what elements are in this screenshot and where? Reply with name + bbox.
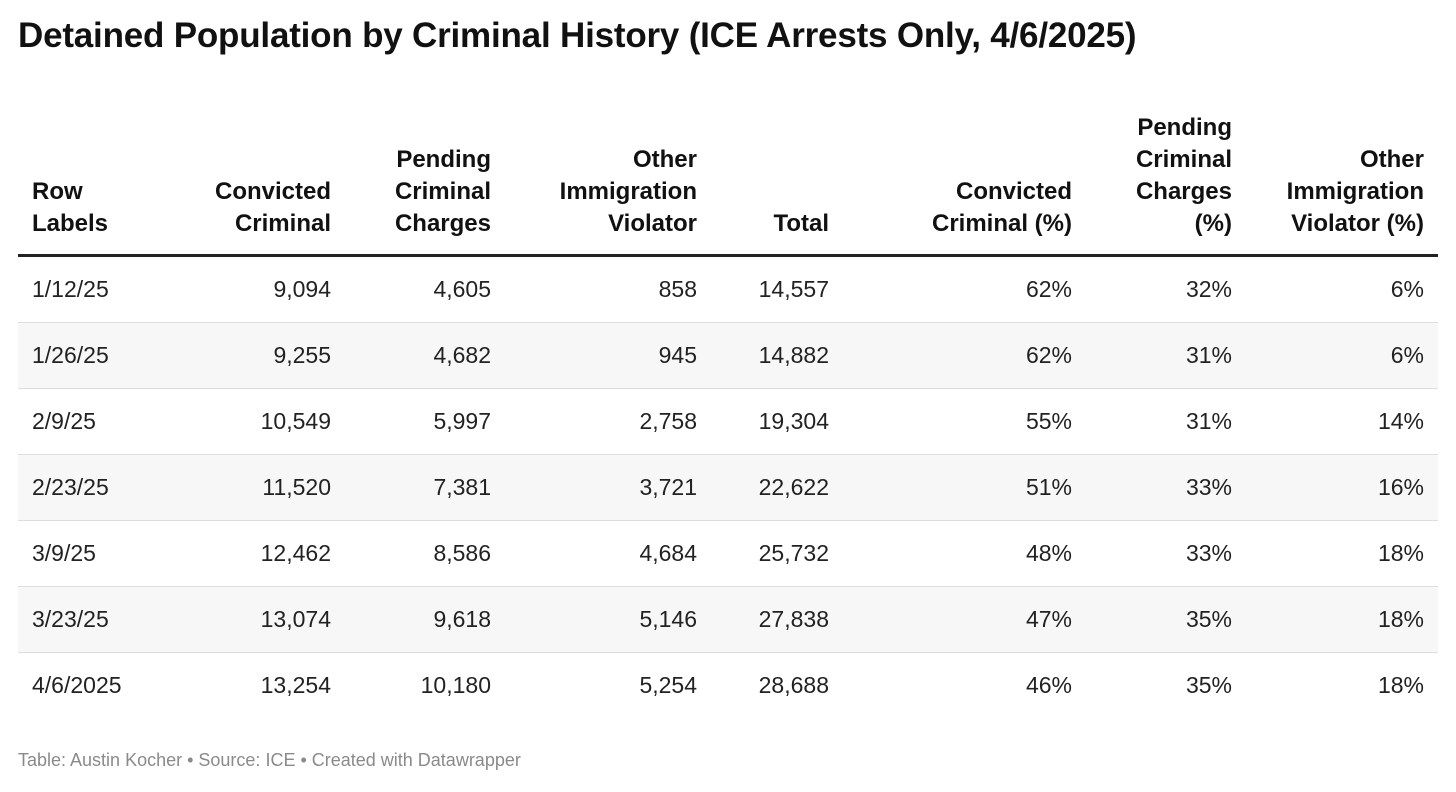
row-label-cell: 2/9/25 — [18, 388, 163, 455]
table-cell: 48% — [829, 520, 1072, 587]
data-table-container: Row Labels Convicted Criminal Pending Crimina… — [18, 112, 1438, 718]
table-cell: 51% — [829, 454, 1072, 521]
header-pending-criminal-charges-pct: Pending Criminal Charges (%) — [1072, 112, 1232, 257]
header-text-line: Charges — [1135, 178, 1232, 205]
table-cell: 13,074 — [163, 586, 331, 653]
table-footer-credits: Table: Austin Kocher • Source: ICE • Cre… — [18, 750, 521, 770]
header-total: Total — [697, 112, 829, 257]
table-cell: 4,605 — [331, 255, 491, 323]
header-text-line: Convicted — [955, 178, 1072, 205]
table-cell: 5,254 — [639, 672, 697, 698]
header-text-line: Violator (%) — [1291, 210, 1424, 237]
table-cell: 18% — [1232, 586, 1438, 653]
table-cell: 14% — [1232, 388, 1438, 455]
table-cell: 945 — [491, 322, 697, 389]
table-row: 2/9/25 10,549 5,997 2,758 19,304 55% 31% 14% — [18, 388, 1438, 455]
table-row: 2/23/25 11,520 7,381 3,721 22,622 51% 33% 16% — [18, 454, 1438, 521]
table-cell: 25,732 — [697, 520, 829, 587]
table-body: 1/12/25 9,094 4,605 858 14,557 62% 32% 6% 1/26/2… — [18, 255, 1438, 719]
header-text-line: Convicted — [214, 178, 331, 205]
table-cell: 10,180 — [420, 672, 491, 698]
header-text-line: Other — [632, 146, 697, 173]
row-label-cell: 4/6/2025 — [32, 672, 122, 698]
data-table: Row Labels Convicted Criminal Pending Crimina… — [18, 112, 1438, 718]
table-cell: 858 — [491, 255, 697, 323]
header-text-line: Criminal — [234, 210, 331, 237]
header-pending-criminal-charges: Pending Criminal Charges — [331, 112, 491, 257]
table-cell: 12,462 — [163, 520, 331, 587]
header-text-line: Other — [1359, 146, 1424, 173]
header-text-line: Criminal — [394, 178, 491, 205]
table-cell: 10,549 — [163, 388, 331, 455]
header-other-immigration-violator: Other Immigration Violator — [491, 112, 697, 257]
header-text-line: Row — [32, 178, 83, 205]
table-cell: 8,586 — [331, 520, 491, 587]
table-cell: 33% — [1072, 520, 1232, 587]
table-cell: 46% — [1025, 672, 1072, 698]
table-cell: 18% — [1232, 520, 1438, 587]
header-text-line: Criminal — [1135, 146, 1232, 173]
table-cell: 47% — [829, 586, 1072, 653]
table-header: Row Labels Convicted Criminal Pending Crimina… — [18, 112, 1438, 257]
table-cell: 6% — [1232, 255, 1438, 323]
table-cell: 2,758 — [491, 388, 697, 455]
header-text-line: Criminal (%) — [931, 210, 1072, 237]
header-text-line: Labels — [32, 210, 109, 237]
header-convicted-criminal-pct: Convicted Criminal (%) — [829, 112, 1072, 257]
table-cell: 9,618 — [331, 586, 491, 653]
table-cell: 35% — [1185, 672, 1232, 698]
table-cell: 14,882 — [697, 322, 829, 389]
table-cell: 14,557 — [697, 255, 829, 323]
header-text-line: Pending — [1137, 114, 1232, 141]
table-cell: 4,684 — [491, 520, 697, 587]
table-cell: 18% — [1377, 672, 1424, 698]
header-text-line: Immigration — [1286, 178, 1424, 205]
table-cell: 62% — [829, 322, 1072, 389]
table-cell: 5,997 — [331, 388, 491, 455]
table-cell: 5,146 — [491, 586, 697, 653]
table-cell: 31% — [1072, 388, 1232, 455]
header-convicted-criminal: Convicted Criminal — [163, 112, 331, 257]
table-cell: 9,094 — [163, 255, 331, 323]
table-cell: 7,381 — [331, 454, 491, 521]
table-cell: 3,721 — [491, 454, 697, 521]
table-row: 1/12/25 9,094 4,605 858 14,557 62% 32% 6% — [18, 255, 1438, 323]
table-cell: 55% — [829, 388, 1072, 455]
row-label-cell: 1/12/25 — [18, 255, 163, 323]
table-cell: 62% — [829, 255, 1072, 323]
row-label-cell: 2/23/25 — [18, 454, 163, 521]
row-label-cell: 3/23/25 — [18, 586, 163, 653]
header-other-immigration-violator-pct: Other Immigration Violator (%) — [1232, 112, 1438, 257]
header-text-line: Violator — [608, 210, 697, 237]
header-row-labels: Row Labels — [18, 112, 163, 257]
table-cell: 28,688 — [758, 672, 829, 698]
header-text-line: Immigration — [559, 178, 697, 205]
table-cell: 27,838 — [697, 586, 829, 653]
table-row: 1/26/25 9,255 4,682 945 14,882 62% 31% 6% — [18, 322, 1438, 389]
header-text-line: Pending — [396, 146, 491, 173]
table-row: 3/23/25 13,074 9,618 5,146 27,838 47% 35% 18% — [18, 586, 1438, 653]
table-cell: 9,255 — [163, 322, 331, 389]
table-cell: 4,682 — [331, 322, 491, 389]
table-cell: 32% — [1072, 255, 1232, 323]
table-cell: 31% — [1072, 322, 1232, 389]
chart-title: Detained Population by Criminal History … — [18, 16, 1137, 55]
table-cell: 13,254 — [260, 672, 331, 698]
header-row: Row Labels Convicted Criminal Pending Crimina… — [18, 112, 1438, 257]
table-cell: 22,622 — [697, 454, 829, 521]
table-cell: 11,520 — [163, 454, 331, 521]
table-cell: 16% — [1232, 454, 1438, 521]
table-row: 4/6/2025 13,254 10,180 5,254 28,688 46% 35% 18% — [18, 653, 1438, 719]
header-text-line: Total — [773, 210, 829, 237]
row-label-cell: 1/26/25 — [18, 322, 163, 389]
header-text-line: (%) — [1194, 210, 1232, 237]
row-label-cell: 3/9/25 — [18, 520, 163, 587]
table-row: 3/9/25 12,462 8,586 4,684 25,732 48% 33% 18% — [18, 520, 1438, 587]
table-cell: 19,304 — [697, 388, 829, 455]
header-text-line: Charges — [394, 210, 491, 237]
table-cell: 33% — [1072, 454, 1232, 521]
table-cell: 6% — [1232, 322, 1438, 389]
table-cell: 35% — [1072, 586, 1232, 653]
